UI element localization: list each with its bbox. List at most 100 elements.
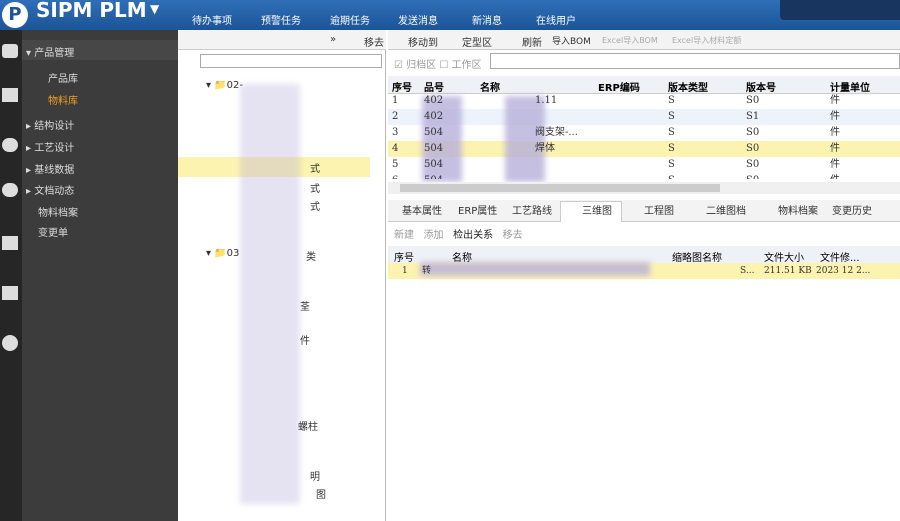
tab-active <box>560 201 622 222</box>
cell: S <box>668 143 675 154</box>
button[interactable]: 定型区 <box>462 38 492 49</box>
menu-item[interactable]: 变更单 <box>38 228 68 239</box>
checkbox[interactable]: 工作区 <box>451 60 482 71</box>
menu-item[interactable]: 工艺设计 <box>34 143 75 154</box>
menu-item[interactable]: 文档动态 <box>34 186 75 197</box>
button[interactable]: 添加 <box>423 230 444 241</box>
cell: 阀支架-... <box>535 127 578 138</box>
checkbox[interactable]: 归档区 <box>406 60 437 71</box>
tree-panel <box>178 30 386 521</box>
button[interactable]: Excel导入BOM <box>602 36 658 45</box>
cell: S1 <box>746 111 760 122</box>
row-stripe <box>388 109 900 125</box>
column-header[interactable]: 版本号 <box>746 83 776 94</box>
column-header[interactable]: 文件大小 <box>764 253 804 264</box>
cell: 1.11 <box>535 95 558 106</box>
column-header[interactable]: ERP编码 <box>598 83 640 94</box>
icon-strip <box>0 30 22 521</box>
button[interactable]: 移动到 <box>408 38 438 49</box>
tab[interactable]: 变更历史 <box>832 206 872 217</box>
tree-selected <box>178 157 370 177</box>
menu-item[interactable]: 基线数据 <box>34 165 75 176</box>
menu-item[interactable]: 发送消息 <box>398 16 438 27</box>
tree-node[interactable]: 类 <box>306 252 316 263</box>
logo-icon: P <box>2 2 28 28</box>
table-header <box>388 76 900 94</box>
tree-node[interactable]: 荃 <box>300 302 310 313</box>
column-header[interactable]: 品号 <box>424 83 444 94</box>
column-header[interactable]: 文件修... <box>820 253 860 264</box>
menu-item[interactable]: 在线用户 <box>536 16 576 27</box>
tree-node[interactable]: 02- <box>226 80 243 91</box>
button[interactable]: 移去 <box>502 230 523 241</box>
tab[interactable]: 物料档案 <box>778 206 818 217</box>
tree-node[interactable]: 螺柱 <box>298 422 318 433</box>
tab-bar <box>388 200 900 222</box>
cell: 504 <box>424 173 443 179</box>
column-header[interactable]: 计量单位 <box>830 83 870 94</box>
cell: 件 <box>830 95 840 106</box>
column-header[interactable]: 版本类型 <box>668 83 708 94</box>
cell: 2 <box>392 111 399 122</box>
menu-item[interactable]: 待办事项 <box>192 16 232 27</box>
collapse[interactable]: » <box>330 34 337 45</box>
icon[interactable] <box>2 183 18 197</box>
filter[interactable] <box>490 53 900 69</box>
icon[interactable] <box>2 44 18 58</box>
tree-search[interactable] <box>200 54 382 68</box>
cell: 3 <box>392 127 399 138</box>
top-bar <box>0 0 900 30</box>
menu-item[interactable]: 产品管理 <box>34 48 75 59</box>
cell: 件 <box>830 173 840 179</box>
button[interactable]: 移去 <box>364 38 384 49</box>
search-box[interactable] <box>780 0 900 20</box>
column-header[interactable]: 序号 <box>392 83 412 94</box>
cell: 211.51 KB <box>764 266 812 276</box>
button[interactable]: Excel导入材料定额 <box>672 36 742 45</box>
button[interactable]: 刷新 <box>522 38 542 49</box>
icon[interactable] <box>2 286 18 300</box>
menu-item[interactable]: 新消息 <box>472 16 502 27</box>
cell: 1 <box>392 95 399 106</box>
tab[interactable]: 工程图 <box>644 206 674 217</box>
column-header[interactable]: 名称 <box>480 83 500 94</box>
tree-node[interactable]: 件 <box>300 336 310 347</box>
cell: S <box>668 127 675 138</box>
sidebar <box>0 30 178 521</box>
tab[interactable]: 二维图档 <box>706 206 746 217</box>
column-header[interactable]: 序号 <box>394 253 414 264</box>
tree-node[interactable]: 明 <box>310 472 320 483</box>
tab[interactable]: 三维图 <box>582 206 612 217</box>
button[interactable]: 新建 <box>394 230 414 241</box>
cell: 焊体 <box>535 143 555 154</box>
tree-node[interactable]: 图 <box>316 490 326 501</box>
button[interactable]: 检出关系 <box>453 230 494 241</box>
icon[interactable] <box>2 335 18 351</box>
tree-node[interactable]: 式 <box>310 164 320 175</box>
button[interactable]: 导入BOM <box>552 37 591 47</box>
column-header[interactable]: 名称 <box>452 253 472 264</box>
menu-item-active[interactable]: 物料库 <box>48 96 78 107</box>
icon[interactable] <box>2 138 18 152</box>
menu-item[interactable]: 产品库 <box>48 74 78 85</box>
cell: 402 <box>424 95 444 106</box>
cell: S <box>668 173 675 179</box>
scrollbar[interactable] <box>388 182 900 194</box>
menu-item[interactable]: 结构设计 <box>34 121 75 132</box>
cell: 件 <box>830 111 840 122</box>
tree-node[interactable]: 03 <box>226 248 240 259</box>
icon[interactable] <box>2 236 18 250</box>
column-header[interactable]: 缩略图名称 <box>672 253 722 264</box>
tree-node[interactable]: 式 <box>310 202 320 213</box>
tab[interactable]: ERP属性 <box>458 206 498 217</box>
tree-node[interactable]: 式 <box>310 184 320 195</box>
menu-item[interactable]: 预警任务 <box>261 16 301 27</box>
menu-item[interactable]: 逾期任务 <box>330 16 370 27</box>
menu-group <box>22 40 178 60</box>
tab[interactable]: 工艺路线 <box>512 206 552 217</box>
menu-item[interactable]: 物料档案 <box>38 208 78 219</box>
cell: 504 <box>424 159 444 170</box>
cell: 6 <box>392 173 398 179</box>
icon[interactable] <box>2 88 18 102</box>
tab[interactable]: 基本属性 <box>402 206 442 217</box>
